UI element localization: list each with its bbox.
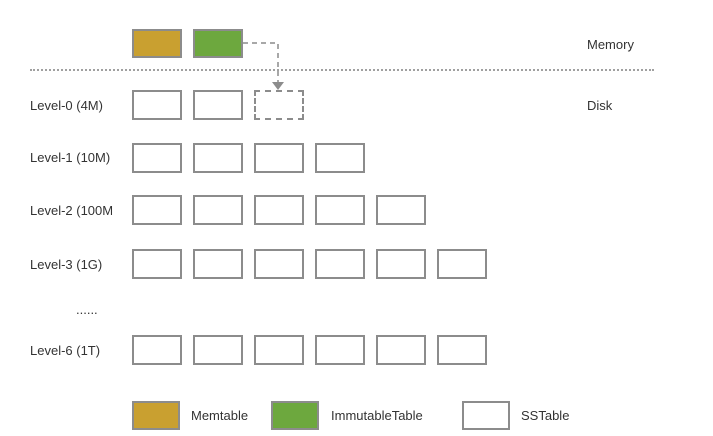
level-6-sstable xyxy=(254,335,304,365)
level-3-sstable xyxy=(193,249,243,279)
level-2-sstable xyxy=(132,195,182,225)
disk-label: Disk xyxy=(587,98,613,113)
level-3-sstable xyxy=(254,249,304,279)
level-6-sstable xyxy=(193,335,243,365)
level-0-pending-sstable xyxy=(254,90,304,120)
level-3-sstable xyxy=(132,249,182,279)
level-6-sstable xyxy=(437,335,487,365)
level-0-sstable xyxy=(132,90,182,120)
level-6-label: Level-6 (1T) xyxy=(30,343,101,358)
legend-sstable-label: SSTable xyxy=(521,408,570,423)
level-ellipsis: ...... xyxy=(76,302,98,317)
level-1-sstable xyxy=(315,143,365,173)
flush-arrow-line xyxy=(243,42,279,82)
level-1-sstable xyxy=(254,143,304,173)
level-3-label: Level-3 (1G) xyxy=(30,257,103,272)
memory-label: Memory xyxy=(587,37,634,52)
level-0-sstable xyxy=(193,90,243,120)
level-6-sstable xyxy=(315,335,365,365)
level-3-sstable xyxy=(315,249,365,279)
legend-immutable-swatch xyxy=(271,401,319,430)
memory-disk-divider xyxy=(30,69,654,71)
legend-immutable-label: ImmutableTable xyxy=(331,408,423,423)
level-2-sstable xyxy=(254,195,304,225)
level-2-sstable xyxy=(376,195,426,225)
level-3-sstable xyxy=(437,249,487,279)
level-1-label: Level-1 (10M) xyxy=(30,150,111,165)
level-2-label: Level-2 (100M xyxy=(30,203,114,218)
level-0-label: Level-0 (4M) xyxy=(30,98,103,113)
level-6-sstable xyxy=(376,335,426,365)
flush-arrow-head xyxy=(272,82,284,90)
level-1-sstable xyxy=(132,143,182,173)
level-1-sstable xyxy=(193,143,243,173)
legend-memtable-swatch xyxy=(132,401,180,430)
legend-sstable-swatch xyxy=(462,401,510,430)
level-3-sstable xyxy=(376,249,426,279)
level-6-sstable xyxy=(132,335,182,365)
level-2-sstable xyxy=(193,195,243,225)
level-2-sstable xyxy=(315,195,365,225)
legend-memtable-label: Memtable xyxy=(191,408,249,423)
immutable-table-box xyxy=(193,29,243,58)
memtable-box xyxy=(132,29,182,58)
